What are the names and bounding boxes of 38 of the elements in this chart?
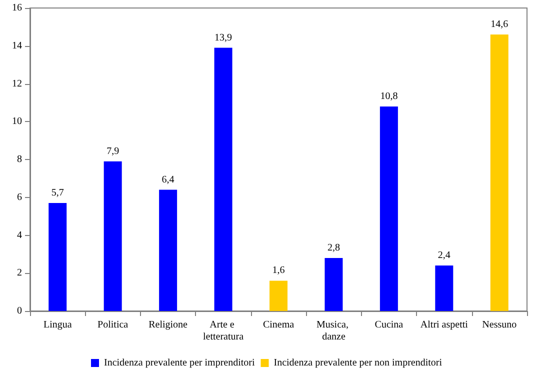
data-label: 13,9 [214,32,232,44]
data-label: 1,6 [272,265,285,276]
bar [159,190,178,311]
y-tick-label: 14 [12,40,22,52]
bar [104,161,122,311]
bar [380,106,398,311]
data-label: 2,8 [327,242,340,254]
data-label: 2,4 [438,250,450,262]
data-label: 7,9 [106,146,120,157]
y-tick-label: 16 [12,2,22,14]
legend-label: Incidenza prevalente per imprenditori [104,358,255,368]
x-tick-label: Arte e letteratura [203,320,244,342]
data-label: 10,8 [380,90,398,102]
legend-label: Incidenza prevalente per non imprenditori [274,358,442,368]
x-tick-label: Politica [98,320,129,330]
y-tick-label: 6 [17,192,22,203]
bar [324,258,343,311]
bar [490,34,508,311]
bar [214,48,232,311]
bar [270,280,288,311]
data-label: 5,7 [51,188,64,199]
bar [48,203,67,311]
x-tick-label: Cinema [262,320,295,330]
x-tick-label: Nessuno [482,320,517,330]
y-tick-label: 0 [17,306,22,316]
y-tick-label: 2 [17,268,22,279]
x-tick-label: Cucina [374,320,404,330]
y-tick-label: 8 [17,154,22,165]
data-label: 14,6 [490,19,508,30]
bar [435,266,454,311]
x-tick-label: Musica, danze [316,320,351,342]
y-tick-label: 10 [12,116,22,128]
data-label: 6,4 [162,174,174,186]
x-tick-label: Lingua [43,320,72,330]
y-tick-label: 12 [12,78,22,90]
x-tick-label: Religione [148,320,188,330]
x-tick-label: Altri aspetti [420,320,468,330]
y-tick-label: 4 [17,230,22,241]
